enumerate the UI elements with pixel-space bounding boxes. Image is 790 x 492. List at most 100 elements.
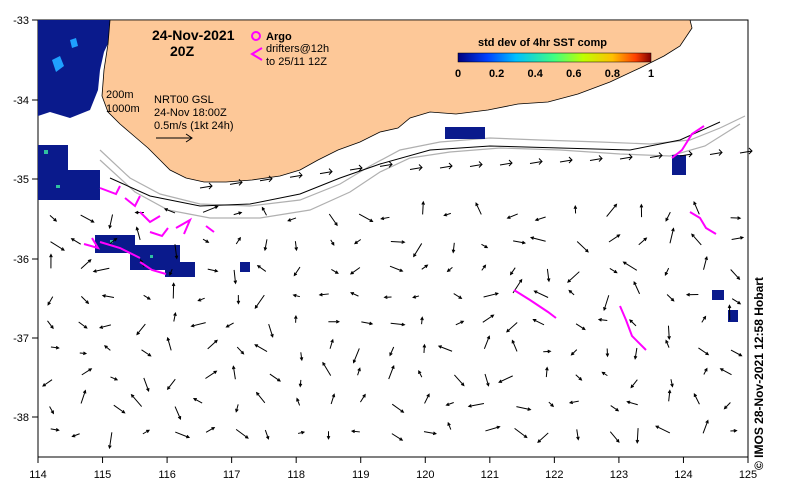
contour-200m [99, 115, 746, 207]
current-vector [328, 319, 340, 324]
current-vector [113, 404, 126, 414]
current-vector [665, 339, 670, 348]
current-vector [447, 421, 452, 430]
current-vector [455, 320, 465, 326]
current-vector [229, 179, 243, 186]
current-vector [685, 292, 699, 297]
current-vector [418, 369, 423, 378]
current-vector [482, 314, 495, 323]
current-vector [233, 211, 243, 216]
current-vector [205, 370, 218, 379]
current-vector [101, 294, 115, 298]
current-vector [108, 432, 113, 450]
current-vector [379, 161, 393, 168]
current-vector [467, 402, 485, 408]
current-vector [575, 323, 586, 331]
colorbar-tick-label: 0 [455, 68, 461, 80]
current-vector [80, 259, 92, 270]
current-vector [98, 324, 111, 329]
sst-patches [38, 127, 738, 322]
current-vector [50, 345, 60, 350]
current-vector [50, 241, 65, 251]
current-vector [70, 238, 81, 245]
current-vector [80, 214, 95, 223]
current-vector [576, 429, 580, 441]
x-tick-label: 121 [481, 469, 499, 481]
current-vector [192, 398, 203, 404]
current-vector [439, 162, 453, 170]
current-vector [202, 238, 210, 243]
current-vector [423, 431, 437, 436]
current-vector [537, 432, 549, 444]
current-vectors [42, 147, 753, 450]
current-vector [47, 296, 54, 306]
current-vector [655, 425, 671, 434]
sst-speckles [44, 150, 153, 258]
x-tick-label: 122 [545, 469, 563, 481]
model-product: NRT00 GSL [154, 94, 214, 106]
current-vector [633, 280, 641, 295]
drifters-to-label: to 25/11 12Z [266, 56, 327, 68]
current-vector [328, 213, 338, 227]
x-tick-label: 123 [610, 469, 628, 481]
current-vector [609, 431, 620, 443]
current-vector [605, 348, 610, 358]
current-vector [175, 431, 191, 439]
y-tick-label: -34 [13, 95, 29, 107]
drifters-label: drifters@12h [266, 43, 329, 55]
colorbar-tick-label: 0.8 [605, 68, 620, 80]
current-vector [664, 267, 670, 276]
current-vector [109, 237, 118, 245]
current-vector [254, 294, 265, 309]
current-vector [225, 322, 234, 328]
current-vector [390, 322, 406, 327]
vector-scale-label: 0.5m/s (1kt 24h) [154, 120, 233, 132]
current-vector [296, 397, 301, 406]
current-vector [570, 349, 578, 356]
current-vector [294, 241, 298, 252]
current-vector [329, 338, 334, 349]
current-vector [529, 158, 543, 165]
current-vector [110, 376, 119, 381]
current-vector [331, 268, 339, 274]
current-vector [730, 269, 741, 280]
current-vector [606, 203, 618, 217]
current-vector [533, 290, 549, 298]
current-vector [142, 429, 151, 435]
current-vector [420, 316, 424, 325]
current-vector [294, 314, 298, 323]
current-vector [326, 431, 331, 440]
current-vector [49, 253, 53, 269]
current-vector [568, 289, 575, 296]
current-vector [173, 312, 177, 322]
current-vector [475, 202, 482, 215]
current-vector [731, 236, 745, 240]
current-vector [437, 345, 453, 352]
sst-patch-northwest [38, 20, 112, 118]
current-vector [548, 401, 554, 408]
current-vector [299, 352, 304, 362]
current-vector [589, 155, 603, 162]
current-vector [104, 345, 111, 351]
current-vector [638, 237, 648, 246]
current-vector [269, 373, 281, 382]
current-vector [389, 346, 395, 357]
current-vector [169, 268, 173, 276]
current-vector [380, 216, 390, 221]
colorbar-tick-label: 0.6 [566, 68, 581, 80]
current-vector [603, 295, 610, 312]
current-vector [597, 318, 608, 322]
current-vector [483, 292, 499, 298]
current-vector [546, 268, 551, 283]
current-vector [629, 319, 637, 327]
current-vector [207, 339, 218, 350]
current-vector [727, 304, 732, 321]
current-vector [543, 349, 552, 354]
current-vector [42, 379, 53, 387]
current-vector [174, 406, 182, 421]
current-vector [413, 243, 423, 258]
current-vector [506, 322, 518, 333]
current-vector [143, 294, 151, 300]
current-vector [709, 149, 723, 156]
contour-200m-label: 200m [106, 89, 134, 101]
